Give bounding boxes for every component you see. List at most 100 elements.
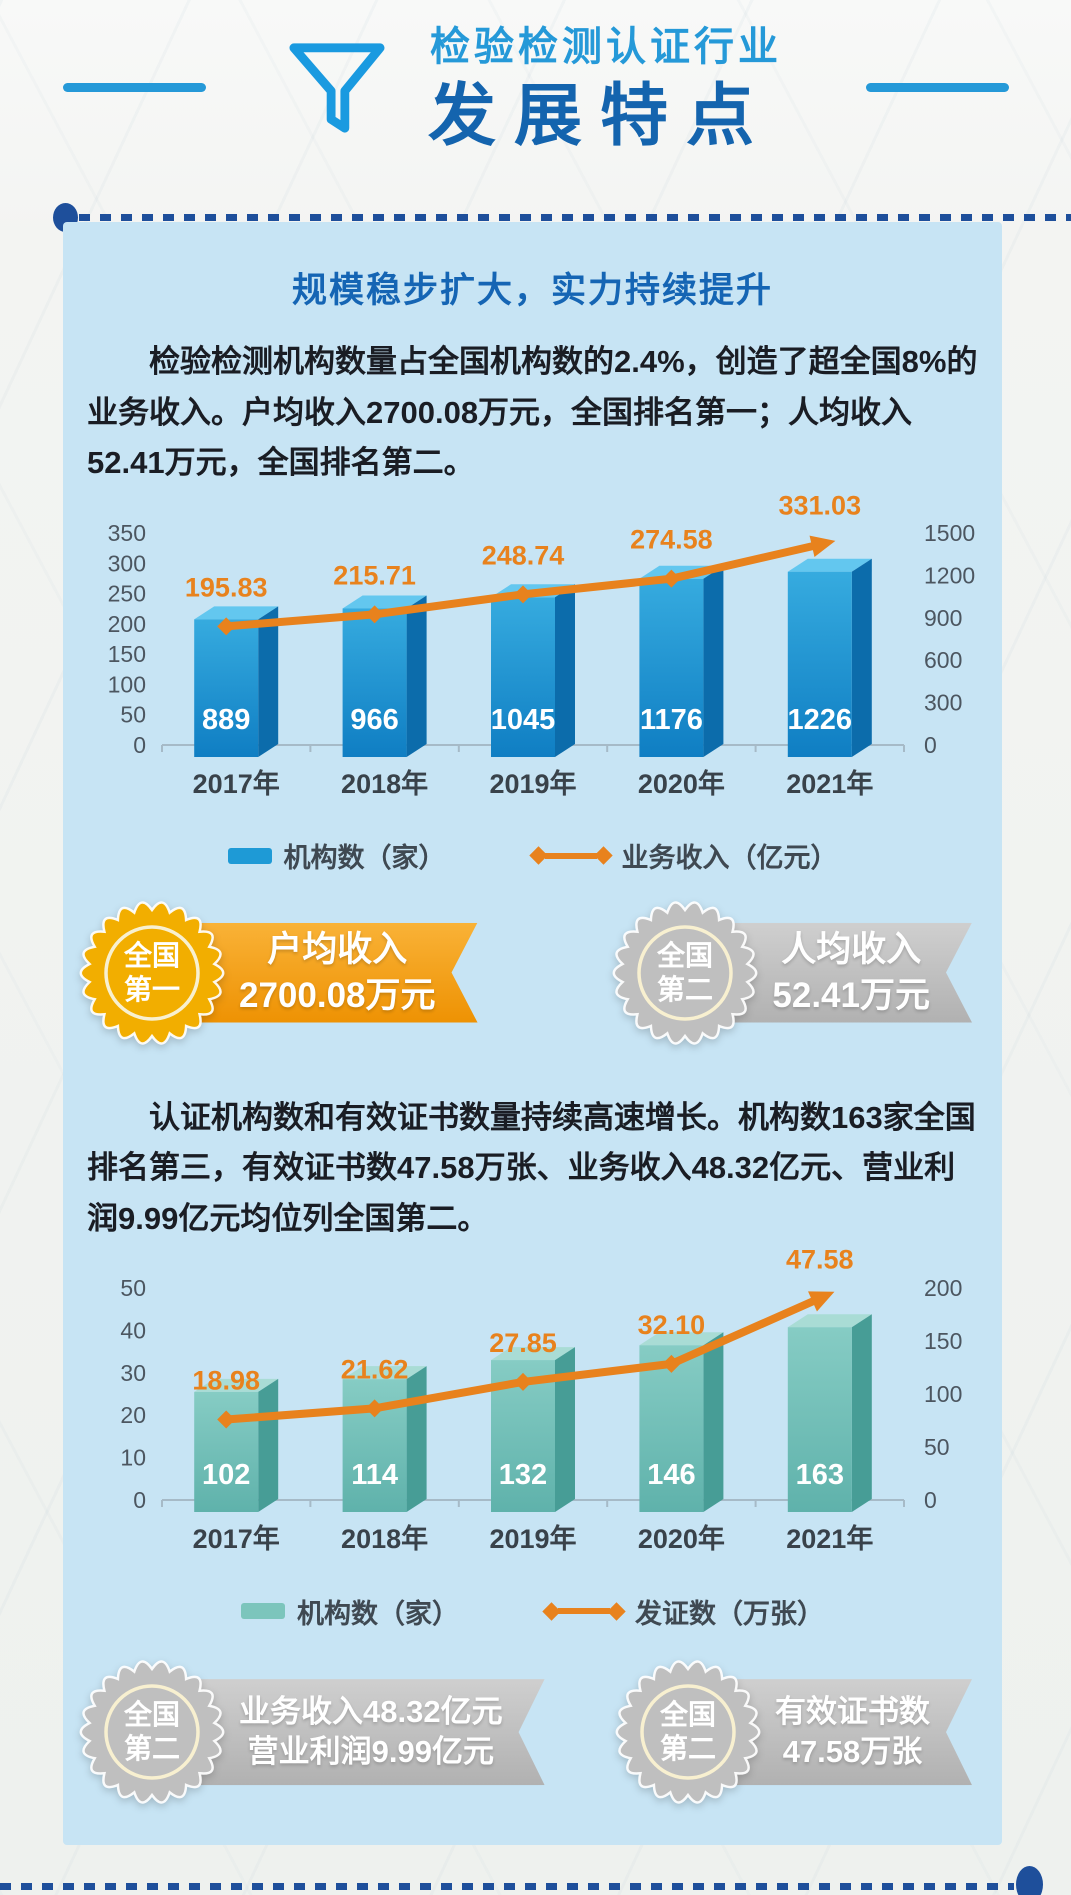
- svg-text:2020年: 2020年: [637, 768, 724, 799]
- badge-label-line1: 业务收入48.32亿元: [239, 1693, 503, 1729]
- svg-text:0: 0: [133, 1487, 146, 1513]
- svg-text:163: 163: [795, 1459, 843, 1491]
- legend-label: 发证数（万张）: [635, 1598, 824, 1629]
- svg-text:150: 150: [924, 1328, 962, 1354]
- silver-medal-seal-icon: 全国 第二: [612, 900, 758, 1045]
- svg-text:2017年: 2017年: [192, 768, 279, 799]
- svg-text:2019年: 2019年: [489, 768, 576, 799]
- svg-text:900: 900: [924, 604, 962, 630]
- svg-text:1226: 1226: [787, 704, 852, 736]
- badge-row-2: 全国 第二 业务收入48.32亿元 营业利润9.99亿元 全国 第二 有效证书数: [77, 1654, 972, 1810]
- svg-text:100: 100: [107, 671, 145, 697]
- svg-text:2020年: 2020年: [637, 1523, 724, 1554]
- bar-line-chart-2: 0 10 20 30 40 50 0 50 100 150 200 102 2017年 114 2018年 1…: [120, 1248, 962, 1554]
- left-dash-decoration: [63, 83, 206, 92]
- svg-text:102: 102: [202, 1459, 250, 1491]
- medal-rank-text: 全国: [656, 939, 713, 971]
- svg-text:300: 300: [107, 550, 145, 576]
- svg-text:250: 250: [107, 580, 145, 606]
- badge-label-line1: 人均收入: [781, 930, 922, 970]
- svg-text:27.85: 27.85: [489, 1328, 557, 1358]
- svg-text:1500: 1500: [924, 520, 975, 546]
- medal-rank-text: 全国: [123, 939, 180, 971]
- medal-rank-text: 全国: [123, 1698, 180, 1730]
- top-dotted-divider: [58, 214, 1071, 221]
- badge-label-line2: 52.41万元: [772, 975, 930, 1015]
- line-legend-icon: [542, 1601, 626, 1621]
- svg-text:100: 100: [924, 1381, 962, 1407]
- svg-text:331.03: 331.03: [778, 493, 861, 520]
- header-subtitle: 检验检测认证行业: [430, 25, 782, 69]
- svg-text:274.58: 274.58: [630, 524, 713, 554]
- svg-text:0: 0: [924, 732, 937, 758]
- svg-text:114: 114: [351, 1459, 398, 1491]
- medal-rank-text: 第二: [124, 1732, 180, 1764]
- svg-text:10: 10: [120, 1445, 146, 1471]
- svg-text:350: 350: [107, 520, 145, 546]
- right-dash-decoration: [866, 83, 1009, 92]
- page-title: 发展特点: [428, 78, 773, 154]
- line-legend-icon: [528, 846, 613, 865]
- badge-row-1: 全国 第一 户均收入 2700.08万元 全国 第二 人均收入 52.41万元: [77, 897, 972, 1049]
- bottom-divider-dot: [1016, 1866, 1043, 1895]
- bar-legend-swatch-icon: [227, 847, 272, 864]
- bottom-dotted-divider: [0, 1883, 1014, 1890]
- legend-item-bars: 机构数（家）: [241, 1592, 459, 1631]
- badge-label-line2: 营业利润9.99亿元: [247, 1734, 494, 1770]
- svg-text:200: 200: [107, 610, 145, 636]
- svg-text:132: 132: [498, 1459, 546, 1491]
- svg-text:50: 50: [120, 1275, 146, 1301]
- legend-item-line: 业务收入（亿元）: [528, 836, 838, 875]
- section-heading: 规模稳步扩大，实力持续提升: [291, 271, 773, 310]
- header: 检验检测认证行业 发展特点: [0, 0, 1071, 215]
- chart2-legend: 机构数（家） 发证数（万张）: [63, 1592, 1002, 1631]
- svg-text:966: 966: [350, 704, 398, 736]
- bar-line-chart-1: 0 50 100 150 200 250 300 350 0 300 600 900 1200 1500 8…: [107, 493, 975, 799]
- badge-label-line1: 有效证书数: [775, 1693, 930, 1729]
- silver-medal-seal-icon: 全国 第二: [79, 1660, 225, 1804]
- badge-revenue-second: 全国 第二 业务收入48.32亿元 营业利润9.99亿元: [77, 1657, 545, 1807]
- svg-text:40: 40: [120, 1317, 146, 1343]
- medal-rank-text: 第二: [657, 973, 713, 1005]
- svg-text:2021年: 2021年: [786, 1523, 873, 1554]
- badge-label-line2: 47.58万张: [782, 1734, 923, 1770]
- silver-medal-seal-icon: 全国 第二: [615, 1660, 761, 1804]
- bar-legend-swatch-icon: [241, 1603, 285, 1620]
- svg-text:2018年: 2018年: [341, 768, 428, 799]
- chart-certification-institutions: 0 10 20 30 40 50 0 50 100 150 200 102 2017年 114 2018年 1…: [63, 1248, 1002, 1631]
- badge-national-first: 全国 第一 户均收入 2700.08万元: [77, 898, 478, 1048]
- svg-text:200: 200: [924, 1275, 962, 1301]
- svg-text:195.83: 195.83: [184, 572, 267, 602]
- svg-text:300: 300: [924, 689, 962, 715]
- medal-rank-text: 全国: [659, 1698, 716, 1730]
- badge-certificates-second: 全国 第二 有效证书数 47.58万张: [613, 1657, 972, 1807]
- badge-label-line2: 2700.08万元: [239, 975, 436, 1015]
- legend-item-line: 发证数（万张）: [542, 1592, 824, 1631]
- svg-text:50: 50: [120, 701, 146, 727]
- chart1-legend: 机构数（家） 业务收入（亿元）: [63, 839, 1002, 873]
- svg-text:21.62: 21.62: [340, 1354, 408, 1384]
- badge-national-second: 全国 第二 人均收入 52.41万元: [610, 898, 972, 1048]
- legend-label: 机构数（家）: [297, 1598, 459, 1629]
- svg-text:20: 20: [120, 1402, 146, 1428]
- svg-text:50: 50: [924, 1434, 950, 1460]
- svg-text:1045: 1045: [490, 704, 555, 736]
- medal-rank-text: 第二: [660, 1732, 716, 1764]
- svg-text:600: 600: [924, 647, 962, 673]
- svg-text:0: 0: [924, 1487, 937, 1513]
- svg-text:30: 30: [120, 1360, 146, 1386]
- svg-text:2018年: 2018年: [341, 1523, 428, 1554]
- svg-text:150: 150: [107, 641, 145, 667]
- svg-text:18.98: 18.98: [192, 1366, 260, 1396]
- section2-paragraph: 认证机构数和有效证书数量持续高速增长。机构数163家全国排名第三，有效证书数47…: [87, 1099, 976, 1236]
- svg-text:248.74: 248.74: [481, 540, 564, 570]
- svg-text:32.10: 32.10: [637, 1310, 705, 1340]
- svg-text:2019年: 2019年: [489, 1523, 576, 1554]
- svg-text:1176: 1176: [639, 704, 702, 736]
- gold-medal-seal-icon: 全国 第一: [79, 900, 225, 1045]
- svg-text:0: 0: [133, 732, 146, 758]
- svg-text:1200: 1200: [924, 562, 975, 588]
- svg-text:2017年: 2017年: [192, 1523, 279, 1554]
- legend-label: 业务收入（亿元）: [621, 843, 838, 874]
